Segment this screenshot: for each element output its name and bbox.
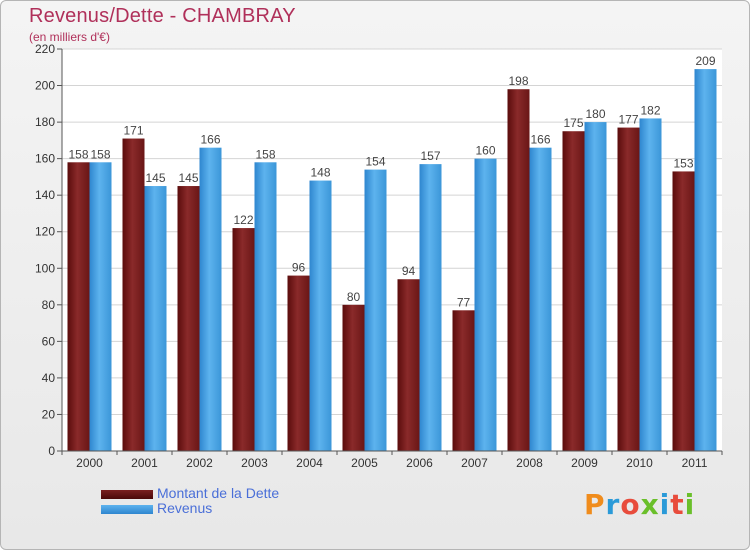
x-tick-label: 2008 (516, 456, 543, 470)
x-tick-label: 2000 (76, 456, 103, 470)
x-tick-label: 2001 (131, 456, 158, 470)
logo-letter: x (640, 488, 660, 521)
logo-letter: o (620, 488, 641, 521)
y-tick-label: 160 (35, 152, 55, 166)
y-axis: 0 20 40 60 80 100 120 140 160 180 200 220 (35, 42, 63, 458)
data-label-revenus: 209 (695, 54, 715, 68)
y-tick-label: 20 (42, 407, 56, 421)
data-label-dette: 177 (618, 113, 638, 127)
bar-dette (122, 138, 145, 451)
x-tick-label: 2004 (296, 456, 323, 470)
data-label-revenus: 180 (585, 107, 605, 121)
data-label-dette: 122 (233, 213, 253, 227)
data-label-dette: 96 (292, 261, 306, 275)
bar-dette (177, 186, 200, 451)
bar-revenus (694, 69, 717, 451)
data-label-revenus: 158 (255, 147, 275, 161)
bar-revenus (419, 164, 442, 452)
y-tick-label: 180 (35, 115, 55, 129)
data-label-revenus: 157 (420, 149, 440, 163)
bar-dette (397, 279, 420, 451)
bar-revenus (89, 162, 112, 452)
bar-revenus (144, 186, 167, 451)
bar-dette (287, 275, 310, 451)
bar-dette (562, 131, 585, 451)
data-label-revenus: 182 (640, 103, 660, 117)
bar-dette (452, 310, 475, 451)
x-tick-label: 2002 (186, 456, 213, 470)
data-label-revenus: 166 (530, 133, 550, 147)
y-tick-label: 120 (35, 225, 55, 239)
logo-letter: i (659, 488, 671, 521)
y-tick-label: 100 (35, 261, 55, 275)
data-label-revenus: 158 (90, 147, 110, 161)
bar-dette (67, 162, 90, 452)
bar-revenus (199, 147, 222, 451)
bar-revenus (639, 118, 662, 451)
data-label-dette: 171 (123, 124, 143, 138)
y-tick-label: 40 (42, 371, 56, 385)
x-tick-label: 2006 (406, 456, 433, 470)
legend-swatch-dette (101, 490, 153, 499)
x-tick-label: 2005 (351, 456, 378, 470)
x-tick-label: 2011 (682, 456, 708, 470)
x-axis: 2000 2001 2002 2003 2004 2005 2006 2007 2008 2009… (61, 450, 723, 470)
bar-dette (232, 228, 255, 451)
data-label-dette: 145 (178, 171, 198, 185)
data-label-revenus: 145 (145, 171, 165, 185)
y-tick-label: 200 (35, 79, 55, 93)
data-label-dette: 153 (673, 156, 693, 170)
chart-subtitle: (en milliers d'€) (29, 30, 110, 44)
y-tick-label: 0 (48, 444, 55, 458)
y-tick-label: 60 (42, 334, 56, 348)
bar-dette (672, 171, 695, 451)
data-label-revenus: 166 (200, 133, 220, 147)
data-label-revenus: 154 (365, 155, 385, 169)
logo-letter: i (684, 488, 696, 521)
legend-label-revenus: Revenus (157, 500, 213, 516)
proxiti-logo: Proxiti (584, 488, 695, 521)
y-tick-label: 80 (42, 298, 56, 312)
bar-revenus (584, 122, 607, 451)
x-tick-label: 2007 (461, 456, 488, 470)
y-tick-label: 140 (35, 188, 55, 202)
y-tick-label: 220 (35, 42, 55, 56)
bar-revenus (254, 162, 277, 452)
logo-letter: t (670, 488, 685, 521)
bar-dette (507, 89, 530, 451)
plot-area (62, 49, 722, 451)
data-label-dette: 94 (402, 264, 416, 278)
data-label-revenus: 148 (310, 166, 330, 180)
bar-revenus (474, 158, 497, 452)
x-tick-label: 2009 (571, 456, 598, 470)
legend-label-dette: Montant de la Dette (157, 485, 280, 501)
logo-letter: P (584, 488, 606, 521)
data-label-dette: 158 (68, 147, 88, 161)
x-tick-label: 2010 (626, 456, 653, 470)
chart-title: Revenus/Dette - CHAMBRAY (29, 5, 296, 27)
data-label-dette: 198 (508, 74, 528, 88)
bar-dette (617, 127, 640, 451)
bar-revenus (529, 147, 552, 451)
data-label-revenus: 160 (475, 144, 495, 158)
data-label-dette: 77 (457, 295, 471, 309)
bar-dette (342, 304, 365, 451)
x-tick-label: 2003 (241, 456, 268, 470)
logo-letter: r (605, 488, 621, 521)
bar-revenus (364, 169, 387, 451)
data-label-dette: 175 (563, 116, 583, 130)
data-label-dette: 80 (347, 290, 361, 304)
bar-revenus (309, 180, 332, 451)
legend-swatch-revenus (101, 505, 153, 514)
gridlines (62, 48, 722, 452)
